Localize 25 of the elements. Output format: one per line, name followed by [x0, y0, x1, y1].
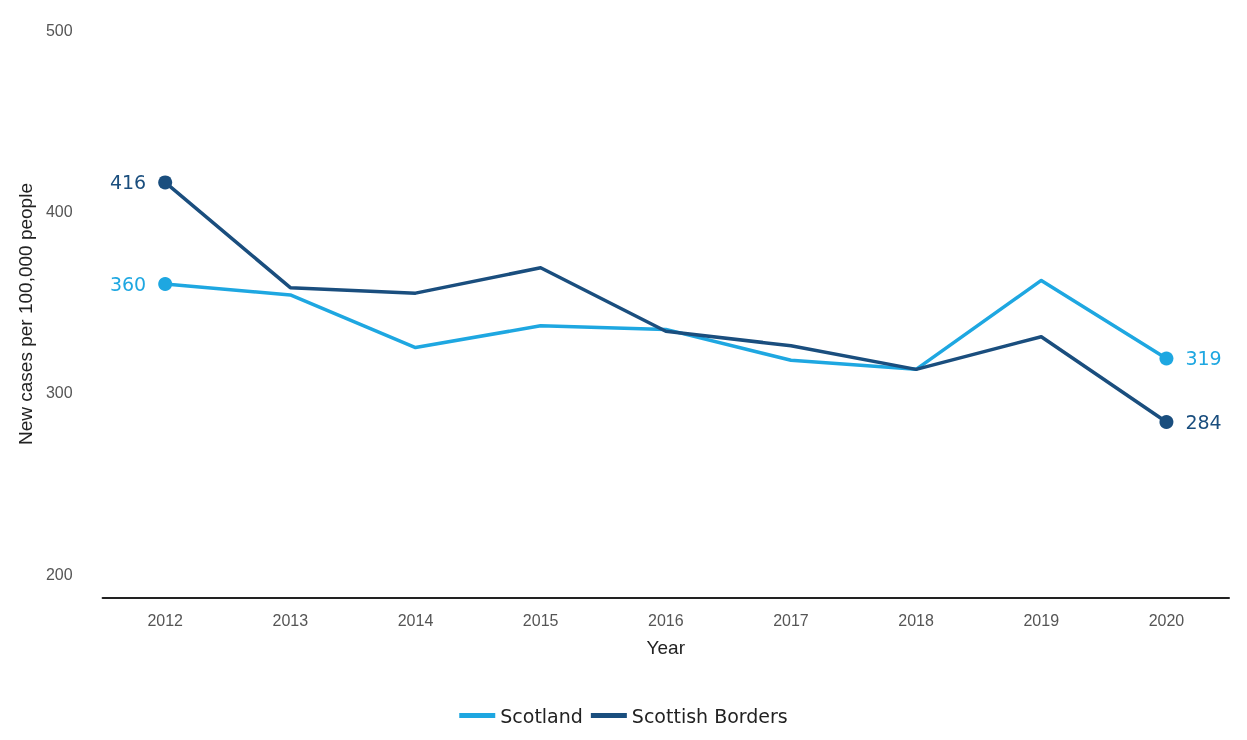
x-tick-label: 2014 [397, 611, 434, 629]
x-axis-title: Year [646, 637, 686, 658]
legend-label: Scotland [500, 704, 583, 727]
point [1159, 351, 1174, 366]
point [1159, 414, 1174, 429]
y-tick-label: 200 [45, 565, 73, 583]
y-tick-label: 500 [45, 21, 73, 39]
x-tick-label: 2016 [648, 611, 684, 629]
y-axis-title: New cases per 100,000 people [15, 183, 36, 445]
legend-label: Scottish Borders [631, 704, 788, 727]
x-tick-label: 2015 [522, 611, 559, 629]
x-tick-label: 2013 [272, 611, 309, 629]
x-tick-label: 2012 [147, 611, 184, 629]
point [158, 277, 173, 292]
data-label: 416 [109, 171, 147, 194]
x-tick-label: 2020 [1148, 611, 1185, 629]
point [158, 175, 173, 190]
x-tick-label: 2019 [1023, 611, 1060, 629]
data-label: 319 [1185, 347, 1222, 370]
data-label: 360 [109, 273, 147, 296]
x-tick-label: 2017 [773, 611, 809, 629]
y-tick-label: 300 [45, 384, 73, 402]
x-tick-label: 2018 [898, 611, 935, 629]
y-tick-label: 400 [45, 202, 73, 220]
data-label: 284 [1185, 410, 1222, 433]
